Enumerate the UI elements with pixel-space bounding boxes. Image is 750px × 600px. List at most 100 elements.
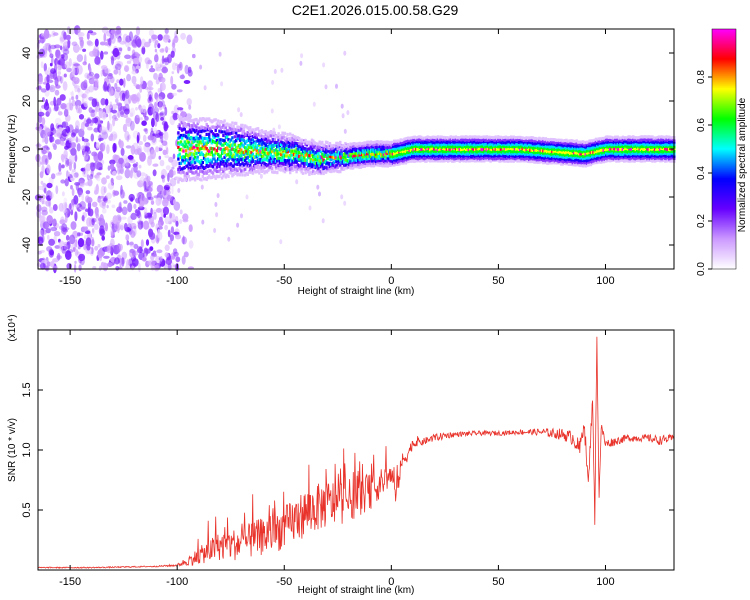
spectrogram-noise-cell: [57, 106, 61, 112]
spectrogram-signal-cell: [214, 118, 217, 122]
spectrogram-noise-cell: [39, 215, 45, 224]
spectrogram-noise-cell: [41, 138, 45, 143]
spectrogram-noise-cell: [175, 256, 181, 263]
spectrogram-noise-cell: [138, 195, 141, 199]
spectrogram-noise-cell: [104, 98, 109, 106]
spectrogram-noise-cell: [153, 111, 158, 120]
spectrogram-noise-cell: [178, 63, 182, 69]
spectrogram-noise-cell: [131, 49, 136, 57]
spectrogram-noise-cell: [280, 67, 284, 73]
spectrogram-noise-cell: [116, 206, 123, 213]
spectrogram-noise-cell: [81, 215, 85, 222]
spectrogram-signal-cell: [196, 140, 199, 144]
spectrogram-noise-cell: [148, 67, 156, 73]
spectrogram-noise-cell: [60, 216, 65, 224]
spectrogram-noise-cell: [137, 221, 144, 230]
spectrogram-signal-cell: [258, 171, 261, 175]
spectrogram-noise-cell: [163, 124, 170, 129]
spectrogram-noise-cell: [69, 203, 72, 210]
spectrogram-noise-cell: [163, 47, 170, 51]
spectrogram-noise-cell: [83, 151, 89, 161]
spectrogram-signal-cell: [240, 127, 243, 131]
spectrogram-noise-cell: [70, 221, 77, 230]
spectrogram-noise-cell: [115, 175, 123, 181]
spectrogram-noise-cell: [150, 127, 154, 133]
spectrogram-noise-cell: [75, 136, 79, 143]
spectrogram-noise-cell: [35, 143, 42, 147]
spectrogram-noise-cell: [87, 126, 93, 131]
spectrogram-noise-cell: [136, 170, 142, 178]
spectrogram-noise-cell: [164, 252, 169, 258]
spectrogram-noise-cell: [143, 143, 150, 153]
spectrogram-noise-cell: [66, 170, 69, 179]
spectrogram-noise-cell: [277, 124, 281, 130]
spectrogram-noise-cell: [86, 118, 92, 124]
spectrogram-noise-cell: [100, 50, 104, 60]
spectrogram-noise-cell: [81, 136, 85, 142]
spectrogram-noise-cell: [149, 259, 156, 267]
spectrogram-noise-cell: [187, 69, 193, 77]
spectrogram-noise-cell: [134, 148, 139, 155]
spectrogram-noise-cell: [57, 252, 61, 261]
spectrogram-noise-cell: [341, 113, 345, 119]
spectrogram-noise-cell: [86, 174, 90, 181]
spectrogram-noise-cell: [131, 258, 139, 267]
spectrogram-signal-cell: [321, 140, 324, 144]
spectrogram-noise-cell: [136, 134, 140, 144]
spectrogram-noise-cell: [159, 144, 164, 149]
spectrogram-noise-cell: [158, 63, 162, 69]
spectrogram-noise-cell: [68, 137, 73, 144]
spectrogram-signal-cell: [233, 135, 237, 139]
spectrogram-noise-cell: [131, 94, 138, 104]
spectrogram-noise-cell: [125, 117, 133, 127]
spectrogram-signal-cell: [231, 121, 234, 125]
spectrogram-noise-cell: [95, 184, 100, 195]
spectrogram-noise-cell: [79, 46, 82, 51]
spectrogram-signal-cell: [215, 165, 219, 169]
spectrogram-noise-cell: [134, 114, 140, 125]
spectrogram-noise-cell: [54, 117, 62, 126]
spectrogram-noise-cell: [163, 213, 166, 218]
spectrogram-signal-cell: [197, 120, 201, 124]
spectrogram-noise-cell: [192, 53, 196, 59]
spectrogram-noise-cell: [117, 109, 121, 119]
spectrogram-noise-cell: [41, 209, 48, 216]
spectrogram-noise-cell: [174, 234, 182, 240]
spectrogram-noise-cell: [148, 187, 153, 192]
spectrogram-noise-cell: [136, 38, 142, 48]
spectrogram-noise-cell: [124, 130, 130, 141]
spectrogram-noise-cell: [43, 187, 47, 194]
spectrogram-noise-cell: [76, 143, 81, 152]
spectrogram-noise-cell: [109, 159, 116, 165]
spectrogram-noise-cell: [88, 85, 94, 93]
spectrogram-noise-cell: [183, 251, 189, 258]
spectrogram-noise-cell: [59, 94, 66, 101]
spectrogram-signal-cell: [222, 160, 225, 164]
spectrogram-noise-cell: [124, 108, 130, 115]
spectrogram-noise-cell: [41, 229, 48, 235]
spectrogram-signal-cell: [187, 133, 190, 137]
spectrogram-noise-cell: [52, 142, 56, 147]
spectrogram-noise-cell: [95, 142, 100, 149]
spectrogram-noise-cell: [110, 34, 116, 44]
spectrogram-noise-cell: [322, 62, 326, 68]
spectrogram-noise-cell: [86, 196, 93, 204]
spectrogram-noise-cell: [144, 214, 148, 219]
spectrogram-noise-cell: [83, 100, 88, 108]
spectrogram-noise-cell: [73, 263, 77, 273]
spectrogram-noise-cell: [112, 103, 117, 110]
spectrogram-noise-cell: [112, 117, 116, 127]
spectrogram-noise-cell: [239, 112, 243, 118]
spectrogram-noise-cell: [141, 46, 146, 55]
spectrogram-noise-cell: [46, 190, 52, 201]
spectrogram-noise-cell: [160, 82, 166, 91]
spectrogram-noise-cell: [151, 34, 158, 40]
spectrogram-noise-cell: [115, 266, 120, 271]
spectrogram-noise-cell: [324, 84, 328, 90]
spectrogram-signal-cell: [177, 131, 180, 135]
spectrogram-noise-cell: [94, 38, 99, 47]
spectrogram-noise-cell: [78, 36, 84, 41]
spectrogram-noise-cell: [63, 31, 67, 40]
spectrogram-noise-cell: [126, 135, 130, 142]
spectrogram-noise-cell: [154, 48, 158, 53]
